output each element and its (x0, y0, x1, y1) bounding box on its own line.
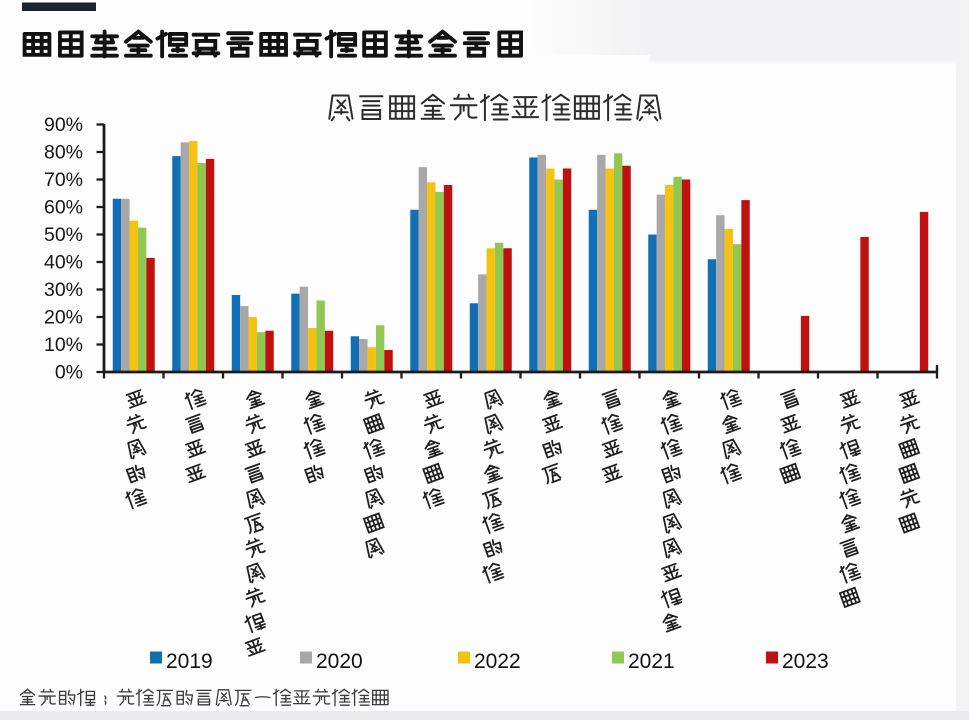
svg-text:50%: 50% (44, 224, 83, 246)
svg-text:2023: 2023 (782, 650, 829, 673)
svg-text:0%: 0% (55, 362, 83, 384)
svg-text:20%: 20% (44, 307, 83, 329)
svg-text:2021: 2021 (628, 650, 675, 673)
svg-text:2022: 2022 (474, 650, 521, 673)
svg-text:2020: 2020 (316, 650, 363, 673)
svg-text:60%: 60% (44, 197, 83, 219)
svg-text:30%: 30% (44, 279, 83, 301)
svg-text:10%: 10% (44, 334, 83, 356)
svg-text:2019: 2019 (166, 650, 213, 673)
svg-text:80%: 80% (44, 142, 83, 164)
svg-text:90%: 90% (44, 114, 83, 136)
svg-text:70%: 70% (44, 169, 83, 191)
svg-text:40%: 40% (44, 252, 83, 274)
